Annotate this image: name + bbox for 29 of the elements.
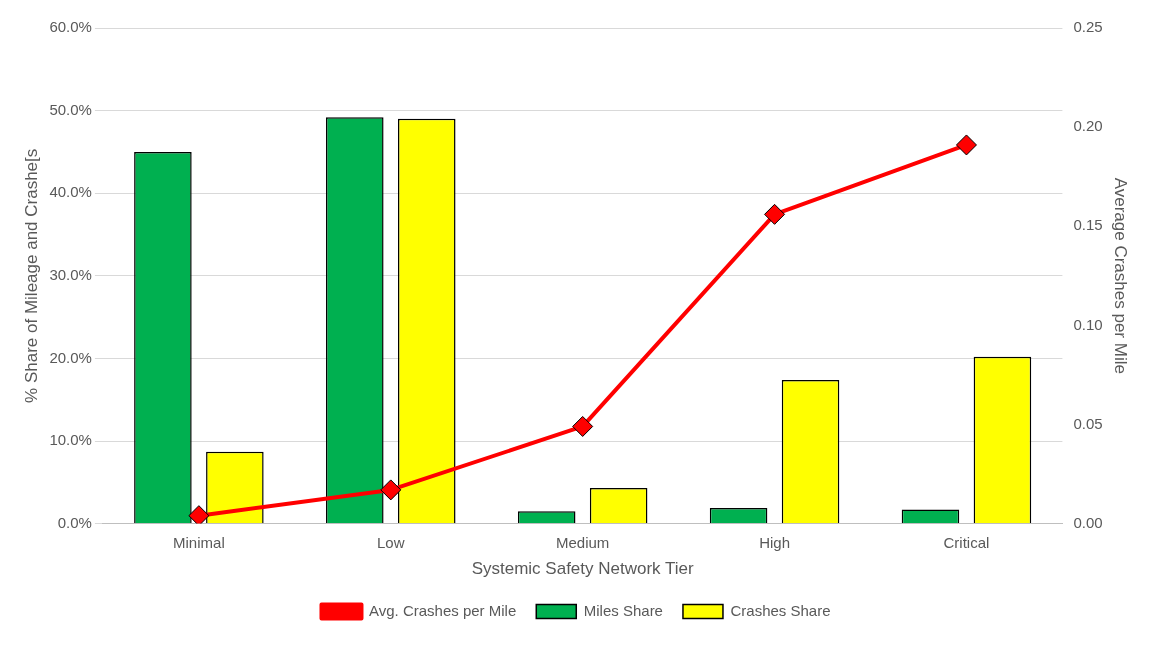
- x-tick-label: Low: [377, 533, 405, 551]
- point: [572, 415, 594, 437]
- y2-tick-label: 0.15: [1073, 216, 1103, 234]
- point: [764, 203, 786, 225]
- x-tick-label: Medium: [555, 533, 610, 551]
- y-tick-label: 40.0%: [49, 183, 92, 201]
- y-tick-label: 50.0%: [49, 100, 92, 118]
- x-tick-label: High: [759, 533, 790, 551]
- y2-tick-label: 0.05: [1073, 414, 1103, 432]
- y2-tick-label: 0.10: [1073, 315, 1103, 333]
- y-tick-label: 30.0%: [49, 265, 92, 283]
- point: [380, 479, 402, 501]
- point: [188, 505, 210, 524]
- y2-tick-label: 0.25: [1073, 18, 1103, 36]
- point: [955, 134, 977, 156]
- x-tick-label: Minimal: [173, 533, 225, 551]
- y-tick-label: 0.0%: [57, 513, 92, 531]
- y-axis-title: % Share of Mileage and Crashe[s: [21, 148, 41, 403]
- y-tick-label: 10.0%: [49, 431, 92, 449]
- y2-axis-title: Average Crashes per Mile: [1111, 177, 1131, 374]
- y-tick-label: 60.0%: [49, 18, 92, 36]
- legend-label: Miles Share: [583, 601, 663, 619]
- x-tick-label: Critical: [943, 533, 990, 551]
- legend-label: Avg. Crashes per Mile: [368, 601, 517, 619]
- legend-label: Crashes Share: [730, 601, 831, 619]
- y-tick-label: 20.0%: [49, 348, 92, 366]
- y2-tick-label: 0.20: [1073, 117, 1103, 135]
- x-axis-title: Systemic Safety Network Tier: [471, 559, 694, 579]
- y2-tick-label: 0.00: [1073, 513, 1103, 531]
